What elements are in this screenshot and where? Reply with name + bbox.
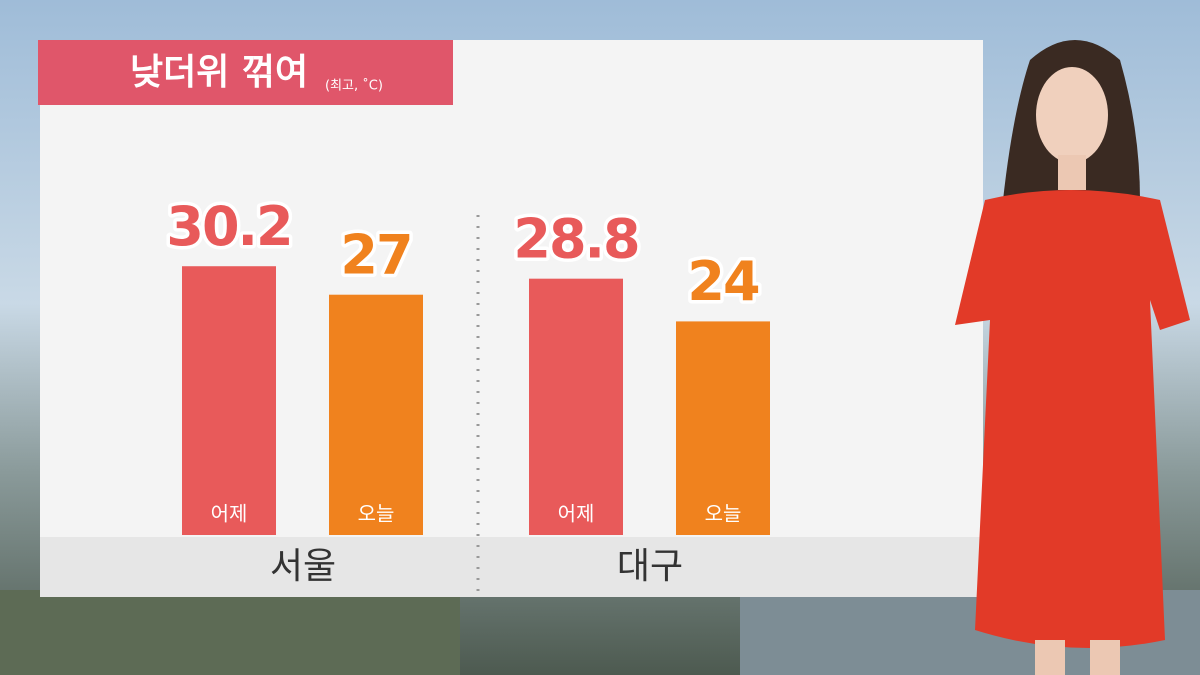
chart-panel (40, 40, 983, 597)
series-label: 어제 (211, 502, 248, 526)
series-label: 오늘 (358, 502, 395, 526)
value-label: 30.2 (166, 195, 291, 258)
category-label: 대구 (617, 546, 683, 587)
value-label: 27 (340, 223, 411, 286)
bar (529, 278, 623, 535)
chart-title: 낮더위 꺾여 (130, 52, 308, 93)
category-label: 서울 (270, 546, 336, 587)
series-label: 오늘 (705, 502, 742, 526)
city (0, 590, 460, 675)
presenter (955, 40, 1190, 675)
bar (676, 321, 770, 535)
series-label: 어제 (558, 502, 595, 526)
value-label: 24 (687, 250, 759, 313)
bar (182, 266, 276, 535)
category-strip (40, 537, 983, 597)
bar (329, 294, 423, 535)
value-label: 28.8 (513, 207, 638, 270)
title-box (38, 40, 453, 105)
chart-subtitle: (최고, ˚C) (325, 78, 383, 94)
